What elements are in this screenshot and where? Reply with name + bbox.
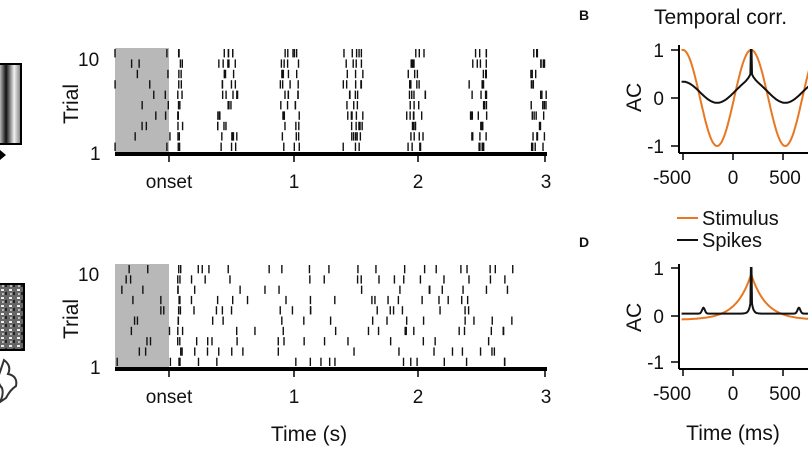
x-tick-label-0: 0 <box>728 168 739 189</box>
x-tick-label-2: 2 <box>413 172 424 193</box>
x-tick-label-500: 500 <box>769 168 801 189</box>
animal-silhouette-icon <box>0 358 18 404</box>
y-axis-title: AC <box>623 83 646 112</box>
y-tick-label-10: 10 <box>78 50 99 71</box>
y-tick-label-0: 0 <box>653 89 664 110</box>
x-tick-label-0: 0 <box>728 384 739 405</box>
y-axis-title: Trial <box>60 84 83 124</box>
y-tick-label-neg1: -1 <box>647 353 664 374</box>
x-tick-label-neg500: -500 <box>653 384 691 405</box>
pre-onset-shade <box>115 48 169 153</box>
y-tick-label-neg1: -1 <box>647 137 664 158</box>
x-tick-label-onset: onset <box>146 387 193 408</box>
raster-plot-bottom: 10 1 Trial onset 1 2 3 Time (s) <box>60 264 551 446</box>
x-tick-label-3: 3 <box>541 387 552 408</box>
spike-raster-top <box>114 49 547 151</box>
x-tick-label-3: 3 <box>541 172 552 193</box>
chart-title: Temporal corr. <box>654 6 787 29</box>
x-tick-label-onset: onset <box>146 172 193 193</box>
autocorrelation-plot-top: B Temporal corr. AC 1 0 -1 -500 0 500 <box>579 6 808 189</box>
y-tick-label-1: 1 <box>90 144 101 165</box>
y-tick-label-10: 10 <box>78 265 99 286</box>
x-axis-title: Time (s) <box>271 423 347 446</box>
y-axis-title: Trial <box>60 299 83 339</box>
y-tick-label-1: 1 <box>653 259 664 280</box>
spike-raster-bottom <box>116 265 514 366</box>
y-tick-label-0: 0 <box>653 307 664 328</box>
series-line-stimulus <box>681 49 808 148</box>
pre-onset-shade <box>115 264 169 368</box>
panel-label-d: D <box>579 234 589 250</box>
legend: Stimulus Spikes <box>677 208 779 252</box>
y-axis-title: AC <box>623 303 646 332</box>
y-tick-label-1: 1 <box>653 41 664 62</box>
x-tick-label-2: 2 <box>413 387 424 408</box>
autocorrelation-plot-bottom: D AC 1 0 -1 -500 0 500 Time (ms) <box>579 234 808 445</box>
raster-plot-top: 10 1 Trial onset 1 2 3 <box>60 48 551 193</box>
x-axis-title: Time (ms) <box>686 422 780 445</box>
natural-image-stimulus-icon <box>0 283 25 351</box>
x-tick-label-1: 1 <box>289 387 300 408</box>
legend-label-stimulus: Stimulus <box>702 208 779 230</box>
x-tick-label-1: 1 <box>289 172 300 193</box>
x-tick-label-neg500: -500 <box>653 168 691 189</box>
grating-stimulus-icon <box>0 63 22 160</box>
x-tick-label-500: 500 <box>769 384 801 405</box>
y-tick-label-1: 1 <box>90 358 101 379</box>
panel-label-b: B <box>579 7 589 23</box>
legend-label-spikes: Spikes <box>702 230 762 252</box>
